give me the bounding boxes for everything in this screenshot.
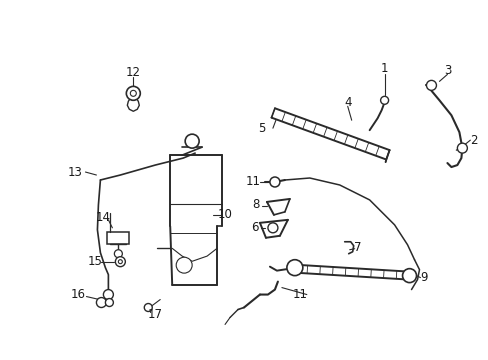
- Text: 11: 11: [245, 175, 260, 189]
- Text: 12: 12: [125, 66, 141, 79]
- Text: 16: 16: [71, 288, 86, 301]
- Circle shape: [144, 303, 152, 311]
- Text: 15: 15: [88, 255, 102, 268]
- Circle shape: [115, 257, 125, 267]
- Circle shape: [426, 80, 436, 90]
- Circle shape: [130, 90, 136, 96]
- Text: 10: 10: [217, 208, 232, 221]
- Text: 8: 8: [252, 198, 259, 211]
- Text: 11: 11: [292, 288, 307, 301]
- Bar: [107, 232, 129, 244]
- Circle shape: [118, 260, 122, 264]
- Circle shape: [402, 269, 416, 283]
- Circle shape: [380, 96, 388, 104]
- Circle shape: [114, 250, 122, 258]
- Circle shape: [267, 223, 277, 233]
- Circle shape: [176, 257, 192, 273]
- Text: 13: 13: [68, 166, 83, 179]
- Circle shape: [96, 298, 106, 307]
- Text: 9: 9: [420, 271, 427, 284]
- Text: 7: 7: [353, 241, 361, 254]
- Text: 3: 3: [443, 64, 450, 77]
- Text: 17: 17: [147, 308, 163, 321]
- Text: 5: 5: [258, 122, 265, 135]
- Circle shape: [269, 177, 279, 187]
- Text: 2: 2: [469, 134, 477, 147]
- Text: 6: 6: [251, 221, 258, 234]
- Text: 14: 14: [96, 211, 111, 224]
- Circle shape: [103, 289, 113, 300]
- Circle shape: [126, 86, 140, 100]
- Circle shape: [185, 134, 199, 148]
- Circle shape: [456, 143, 467, 153]
- Text: 4: 4: [343, 96, 351, 109]
- Circle shape: [105, 298, 113, 306]
- Circle shape: [286, 260, 302, 276]
- Text: 1: 1: [380, 62, 387, 75]
